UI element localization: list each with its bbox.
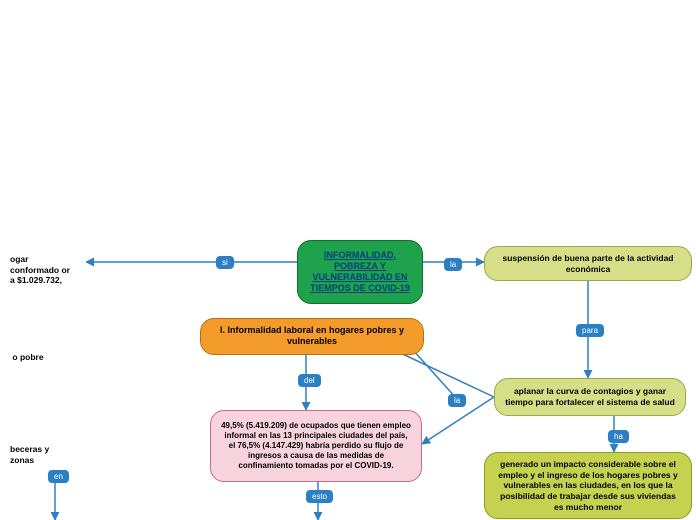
pobre-fragment: o pobre [0, 346, 56, 369]
connector-del: del [298, 374, 321, 387]
stat-node[interactable]: 49,5% (5.419.209) de ocupados que tienen… [210, 410, 422, 482]
connector-para: para [576, 324, 604, 337]
suspension-node[interactable]: suspensión de buena parte de la activida… [484, 246, 692, 281]
aplanar-node[interactable]: aplanar la curva de contagios y ganar ti… [494, 378, 686, 416]
impacto-node[interactable]: generado un impacto considerable sobre e… [484, 452, 692, 519]
connector-la-1: la [444, 258, 462, 271]
section1-node[interactable]: I. Informalidad laboral en hogares pobre… [200, 318, 424, 355]
zonas-fragment: beceras y zonas [0, 438, 80, 471]
root-label: INFORMALIDAD, POBREZA Y VULNERABILIDAD E… [308, 250, 412, 295]
connector-ha: ha [608, 430, 629, 443]
connector-esto: esto [306, 490, 333, 503]
connector-si: si [216, 256, 234, 269]
root-node[interactable]: INFORMALIDAD, POBREZA Y VULNERABILIDAD E… [297, 240, 423, 304]
hogar-fragment: ogar conformado or a $1.029.732, [0, 248, 86, 292]
connector-la-2: la [448, 394, 466, 407]
connector-en: en [48, 470, 69, 483]
